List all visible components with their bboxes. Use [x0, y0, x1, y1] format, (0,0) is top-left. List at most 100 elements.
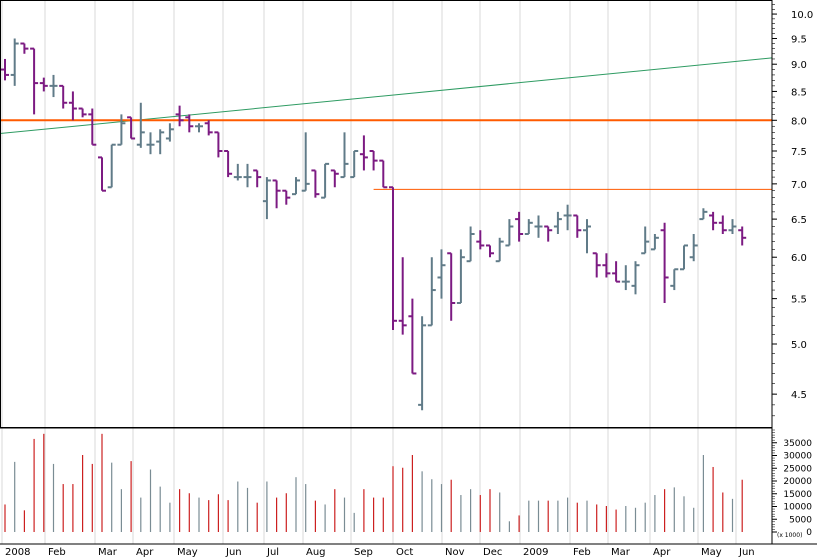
time-tick-label: Mar	[611, 547, 631, 557]
price-tick-label: 8.0	[791, 116, 807, 127]
ohlc-bar	[699, 208, 708, 221]
ohlc-bar	[689, 233, 698, 262]
ohlc-bar	[670, 268, 679, 291]
time-tick-label: Oct	[396, 547, 413, 557]
price-tick-label: 5.5	[791, 295, 807, 306]
price-tick-label: 7.0	[791, 180, 807, 191]
ohlc-bar	[563, 204, 572, 231]
ohlc-bar	[262, 177, 271, 220]
ohlc-bar	[602, 253, 611, 278]
volume-tick-label: 5000	[789, 515, 812, 525]
ohlc-bar	[544, 225, 553, 242]
ohlc-bar	[156, 129, 165, 155]
ohlc-bar	[592, 252, 601, 278]
ohlc-bar	[20, 42, 29, 54]
time-tick-label: Aug	[306, 547, 326, 557]
volume-tick-label: 15000	[783, 490, 812, 500]
ohlc-bar	[98, 156, 106, 192]
price-tick-label: 9.5	[791, 34, 807, 45]
ohlc-bar	[59, 84, 68, 109]
ohlc-bar	[515, 211, 524, 242]
time-tick-label: Jun	[225, 547, 242, 557]
time-tick-label: Feb	[48, 547, 66, 557]
ohlc-bar	[534, 215, 543, 238]
price-tick-label: 8.5	[791, 87, 807, 98]
ohlc-bar	[272, 179, 281, 209]
ohlc-bar	[486, 244, 494, 258]
ohlc-bar	[650, 233, 659, 251]
ohlc-bar	[369, 150, 378, 171]
price-tick-label: 9.0	[791, 60, 807, 71]
ohlc-bar	[408, 298, 417, 375]
ohlc-bar	[738, 226, 747, 246]
ohlc-bar	[379, 159, 388, 189]
chart-frame	[0, 0, 817, 545]
time-tick-label: Jul	[266, 547, 279, 557]
ohlc-bar	[631, 261, 640, 295]
ohlc-bar	[107, 143, 116, 189]
ohlc-bar	[553, 211, 562, 234]
price-tick-label: 10.0	[791, 10, 813, 21]
ohlc-bar	[49, 74, 58, 98]
ohlc-bar	[456, 249, 465, 304]
ohlc-bar	[175, 105, 184, 127]
price-tick-label: 6.5	[791, 215, 807, 226]
time-tick-label: May	[701, 547, 722, 557]
ohlc-bar	[292, 177, 300, 196]
price-axis-ticks: 10.0 9.5 9.0 8.5 8.0 7.5 7.0 6.5 6.0 5.5 5.0 4.5	[772, 4, 813, 417]
volume-tick-label: 25000	[783, 464, 812, 474]
volume-tick-label: 10000	[783, 503, 812, 513]
ohlc-bar	[398, 257, 407, 335]
time-tick-label: 2008	[5, 547, 30, 557]
ohlc-bar	[282, 189, 291, 205]
ohlc-bar	[359, 135, 368, 171]
ohlc-bar	[418, 316, 427, 411]
ohlc-bar	[195, 123, 203, 133]
ohlc-bar	[612, 261, 621, 283]
price-bars	[1, 38, 747, 411]
ohlc-bar	[10, 38, 19, 86]
volume-tick-label: 30000	[783, 452, 812, 462]
time-tick-label: Sep	[354, 547, 373, 557]
ohlc-bar	[30, 47, 39, 115]
ohlc-bar	[660, 222, 669, 303]
ohlc-bar	[340, 132, 349, 179]
price-tick-label: 7.5	[791, 147, 807, 158]
time-tick-label: Dec	[483, 547, 502, 557]
ohlc-bar	[621, 265, 630, 291]
trendline	[0, 57, 773, 135]
ohlc-bar	[476, 230, 485, 250]
ohlc-bar	[524, 219, 533, 235]
ohlc-bar	[88, 108, 97, 146]
ohlc-bar	[330, 169, 339, 188]
ohlc-bar	[68, 91, 77, 121]
time-tick-label: Nov	[445, 547, 465, 557]
drawn-lines	[0, 57, 773, 190]
ohlc-bar	[573, 214, 582, 238]
ohlc-bar	[680, 244, 688, 271]
volume-axis-ticks: 35000 30000 25000 20000 15000 10000 5000 0 (x 10…	[772, 429, 812, 539]
ohlc-bar	[427, 257, 436, 327]
ohlc-bar	[505, 219, 514, 247]
ohlc-bar	[466, 226, 475, 263]
ohlc-bar	[253, 169, 262, 188]
ohlc-bar	[146, 132, 155, 155]
volume-tick-label: 35000	[783, 439, 812, 449]
ohlc-bar	[185, 114, 194, 133]
time-tick-label: Apr	[136, 547, 154, 557]
ohlc-bar	[117, 114, 126, 146]
ohlc-bar	[641, 226, 650, 255]
time-tick-label: Feb	[573, 547, 591, 557]
volume-bars	[4, 433, 743, 532]
ohlc-bar	[78, 107, 87, 118]
ohlc-bar	[709, 211, 718, 231]
price-tick-label: 4.5	[791, 390, 807, 401]
ohlc-bar	[321, 162, 330, 199]
ohlc-bar	[1, 58, 9, 81]
ohlc-bar	[447, 252, 456, 321]
ohlc-bar	[389, 186, 397, 330]
ohlc-bar	[39, 77, 48, 92]
ohlc-bar	[718, 215, 727, 234]
